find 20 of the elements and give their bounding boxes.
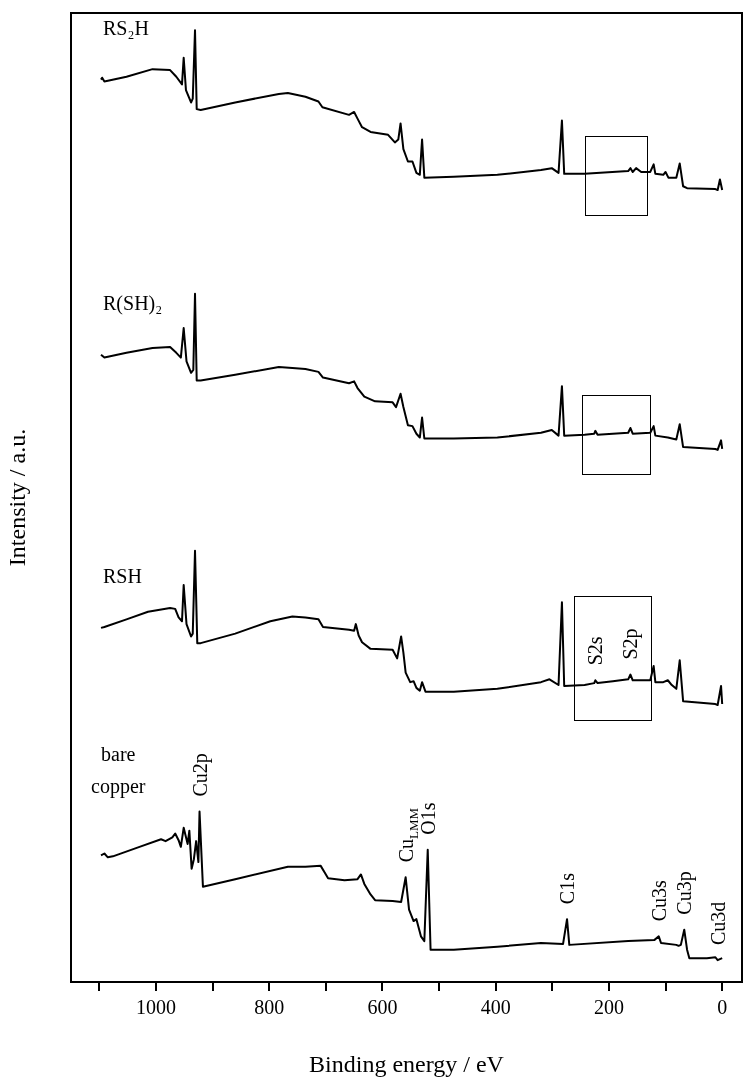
- x-tick-label: 0: [717, 996, 728, 1019]
- x-tick-label: 600: [367, 996, 398, 1019]
- text: bare copper: [91, 743, 146, 799]
- annotation: CuLMM: [394, 807, 421, 863]
- annotation: S2p: [619, 628, 643, 660]
- series-label: R(SH)₂: [103, 291, 163, 315]
- annotation: Cu3s: [647, 879, 670, 922]
- annotation: Cu3d: [706, 901, 729, 946]
- y-axis-title: Intensity / a.u.: [3, 428, 30, 567]
- x-tick-label: 200: [593, 996, 624, 1019]
- annotation: Cu3p: [673, 871, 697, 915]
- annotation: C1s: [556, 872, 579, 905]
- x-tick-label: 400: [480, 996, 511, 1019]
- series-label: RSH: [103, 564, 142, 587]
- x-tick-label: 1000: [135, 996, 176, 1019]
- series-label: RS₂H: [103, 16, 149, 39]
- x-axis-title: Binding energy / eV: [309, 1050, 505, 1077]
- annotation: S2s: [584, 636, 607, 666]
- x-tick-label: 800: [254, 996, 285, 1019]
- annotation: Cu2p: [188, 753, 212, 797]
